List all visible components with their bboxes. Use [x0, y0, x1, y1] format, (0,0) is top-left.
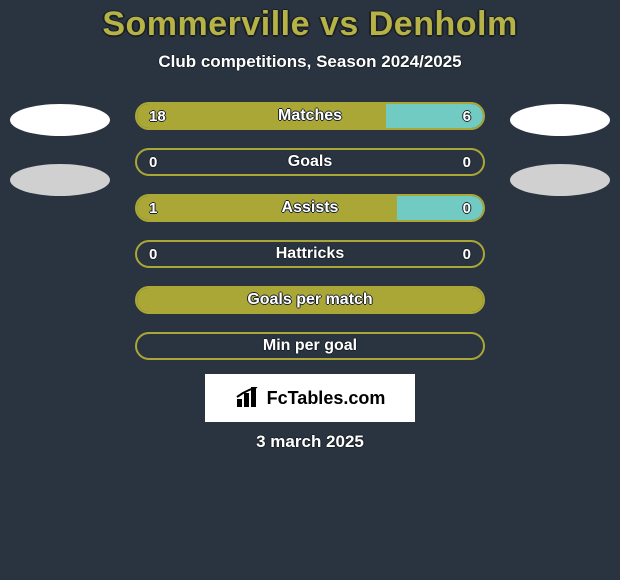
stat-bar: Hattricks0 0: [135, 240, 485, 268]
flags-left: [5, 102, 115, 196]
stat-bar: Min per goal: [135, 332, 485, 360]
stat-label: Min per goal: [137, 334, 483, 358]
bar-chart-icon: [235, 387, 261, 409]
stat-value-right: 0: [463, 242, 471, 266]
bar-fill-left: [137, 196, 397, 220]
stat-bars: Matches186Goals00Assists10Hattricks00Goa…: [135, 102, 485, 360]
flags-right: [505, 102, 615, 196]
stats-area: Matches186Goals00Assists10Hattricks00Goa…: [0, 102, 620, 360]
stat-label: Goals: [137, 150, 483, 174]
team-flag-right-2: [510, 164, 610, 196]
stat-value-right: 0: [463, 150, 471, 174]
brand-text: FcTables.com: [267, 388, 386, 409]
stat-label: Hattricks: [137, 242, 483, 266]
comparison-infographic: Sommerville vs Denholm Club competitions…: [0, 0, 620, 452]
subtitle: Club competitions, Season 2024/2025: [0, 52, 620, 72]
team-flag-left-1: [10, 104, 110, 136]
bar-fill-left: [137, 288, 483, 312]
page-title: Sommerville vs Denholm: [0, 5, 620, 44]
bar-fill-right: [397, 196, 484, 220]
stat-bar: Goals per match: [135, 286, 485, 314]
date-text: 3 march 2025: [0, 432, 620, 452]
team-flag-left-2: [10, 164, 110, 196]
team-flag-right-1: [510, 104, 610, 136]
brand-badge: FcTables.com: [205, 374, 415, 422]
bar-fill-right: [386, 104, 483, 128]
stat-bar: Assists10: [135, 194, 485, 222]
stat-value-left: 0: [149, 150, 157, 174]
stat-bar: Goals0 0: [135, 148, 485, 176]
bar-fill-left: [137, 104, 386, 128]
stat-value-left: 0: [149, 242, 157, 266]
stat-bar: Matches186: [135, 102, 485, 130]
